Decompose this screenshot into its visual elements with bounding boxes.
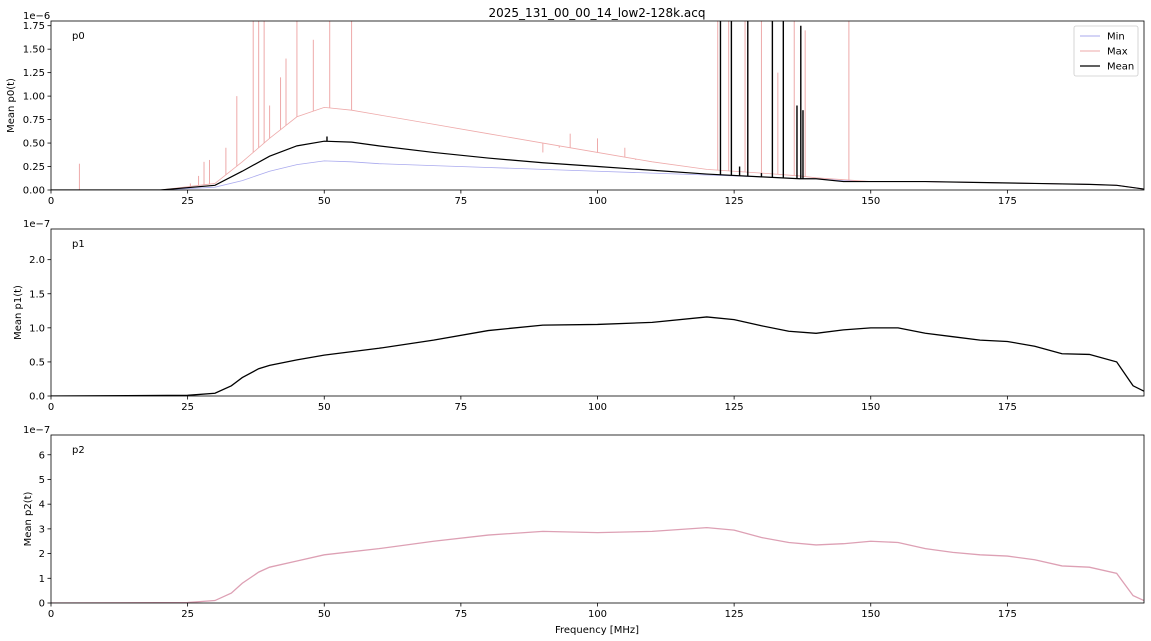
x-tick-label: 0 — [48, 402, 54, 413]
series-mean-line — [51, 140, 1144, 190]
x-tick-label: 75 — [455, 402, 468, 413]
series-group — [51, 526, 1144, 603]
x-tick-label: 75 — [455, 196, 468, 207]
y-exponent-label: 1e−6 — [23, 11, 50, 22]
panel-tag-label: p1 — [72, 239, 85, 250]
x-tick-label: 150 — [861, 609, 880, 620]
series-mean-line — [51, 526, 1144, 603]
x-tick-label: 0 — [48, 196, 54, 207]
legend: Min Max Mean — [1073, 25, 1139, 77]
x-tick-label: 50 — [318, 402, 331, 413]
x-tick-label: 100 — [588, 196, 607, 207]
y-tick-label: 1.50 — [23, 45, 45, 56]
y-tick-label: 3 — [39, 524, 45, 535]
y-axis-label: Mean p1(t) — [13, 285, 24, 340]
series-group — [51, 316, 1144, 396]
x-tick-label: 175 — [998, 609, 1017, 620]
legend-label-max: Max — [1107, 47, 1128, 58]
y-exponent-label: 1e−7 — [23, 425, 50, 436]
x-tick-label: 25 — [181, 609, 194, 620]
x-tick-label: 175 — [998, 402, 1017, 413]
x-tick-label: 125 — [725, 609, 744, 620]
panel-p0: 0 25 50 75 100 125 150 175 0.00 0.25 0.50 0.75 1.00 1… — [6, 11, 1145, 207]
y-exponent-label: 1e−7 — [23, 219, 50, 230]
x-axis-label: Frequency [MHz] — [555, 625, 639, 636]
x-tick-label: 100 — [588, 609, 607, 620]
legend-frame — [1073, 25, 1139, 77]
y-tick-label: 1.25 — [23, 68, 45, 79]
x-tick-label: 25 — [181, 402, 194, 413]
y-tick-label: 2 — [39, 549, 45, 560]
x-tick-label: 50 — [318, 609, 331, 620]
x-tick-label: 150 — [861, 402, 880, 413]
y-tick-label: 4 — [39, 500, 45, 511]
y-tick-label: 0.50 — [23, 139, 45, 150]
y-tick-label: 1.00 — [23, 92, 45, 103]
y-axis-label: Mean p0(t) — [6, 78, 17, 133]
panel-tag-label: p0 — [72, 31, 85, 42]
panel-p1: 0 25 50 75 100 125 150 175 0.0 0.5 1.0 1.5 2.0 1e−7 Me… — [13, 219, 1145, 413]
y-tick-label: 5 — [39, 475, 45, 486]
y-tick-label: 1.0 — [29, 323, 45, 334]
y-tick-label: 0.5 — [29, 357, 45, 368]
figure-title: 2025_131_00_00_14_low2-128k.acq — [489, 6, 706, 20]
y-tick-label: 6 — [39, 450, 45, 461]
legend-label-min: Min — [1107, 32, 1125, 43]
y-axis-label: Mean p2(t) — [23, 491, 34, 546]
panel-p2: 0 25 50 75 100 125 150 175 0 1 2 3 4 5 6 1e−7 Mean p2(t)… — [23, 425, 1145, 620]
x-tick-label: 50 — [318, 196, 331, 207]
y-tick-label: 0 — [39, 599, 45, 610]
x-tick-label: 0 — [48, 609, 54, 620]
y-tick-label: 0.00 — [23, 186, 45, 197]
x-tick-label: 175 — [998, 196, 1017, 207]
x-tick-label: 150 — [861, 196, 880, 207]
panel-tag-label: p2 — [72, 445, 85, 456]
y-tick-label: 1.75 — [23, 21, 45, 32]
y-tick-label: 0.0 — [29, 392, 45, 403]
series-mean-line — [51, 316, 1144, 396]
x-tick-label: 25 — [181, 196, 194, 207]
y-tick-label: 0.75 — [23, 115, 45, 126]
x-tick-label: 125 — [725, 402, 744, 413]
y-tick-label: 1.5 — [29, 289, 45, 300]
x-tick-label: 125 — [725, 196, 744, 207]
legend-label-mean: Mean — [1107, 62, 1134, 73]
x-tick-label: 75 — [455, 609, 468, 620]
y-tick-label: 2.0 — [29, 255, 45, 266]
y-tick-label: 0.25 — [23, 162, 45, 173]
x-tick-label: 100 — [588, 402, 607, 413]
series-group — [51, 21, 1144, 190]
panels: 0 25 50 75 100 125 150 1750.000.250.500.751.001… — [6, 11, 1145, 620]
y-tick-label: 1 — [39, 574, 45, 585]
